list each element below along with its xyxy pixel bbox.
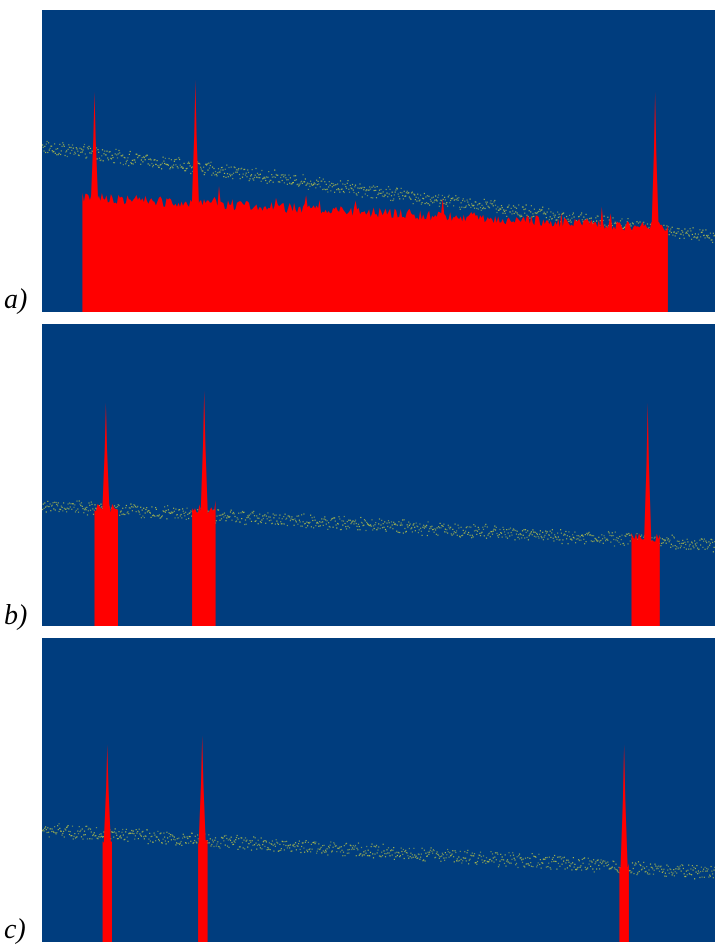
panel-a: a) bbox=[0, 10, 715, 315]
plot-background-c bbox=[42, 638, 715, 942]
panel-b: b) bbox=[0, 324, 715, 630]
chart-panel-c bbox=[42, 638, 715, 942]
peak-b-1 bbox=[102, 402, 110, 626]
baseline-trace-c bbox=[42, 823, 715, 880]
panel-c: c) bbox=[0, 638, 715, 945]
peak-a-2 bbox=[191, 79, 199, 312]
peak-b-3 bbox=[644, 402, 652, 626]
plot-background-b bbox=[42, 324, 715, 626]
chart-panel-b bbox=[42, 324, 715, 626]
panel-label-a: a) bbox=[4, 284, 28, 315]
peak-c-3 bbox=[620, 744, 628, 942]
chart-panel-a bbox=[42, 10, 715, 312]
highlight-region-a-1 bbox=[82, 186, 668, 312]
panel-label-c: c) bbox=[4, 914, 26, 945]
peak-a-1 bbox=[91, 91, 98, 312]
peak-c-2 bbox=[198, 735, 206, 942]
peak-b-2 bbox=[200, 390, 208, 626]
peak-a-3 bbox=[651, 91, 659, 312]
peak-c-1 bbox=[103, 744, 111, 942]
panel-label-b: b) bbox=[4, 600, 28, 631]
baseline-trace-a bbox=[42, 140, 715, 243]
